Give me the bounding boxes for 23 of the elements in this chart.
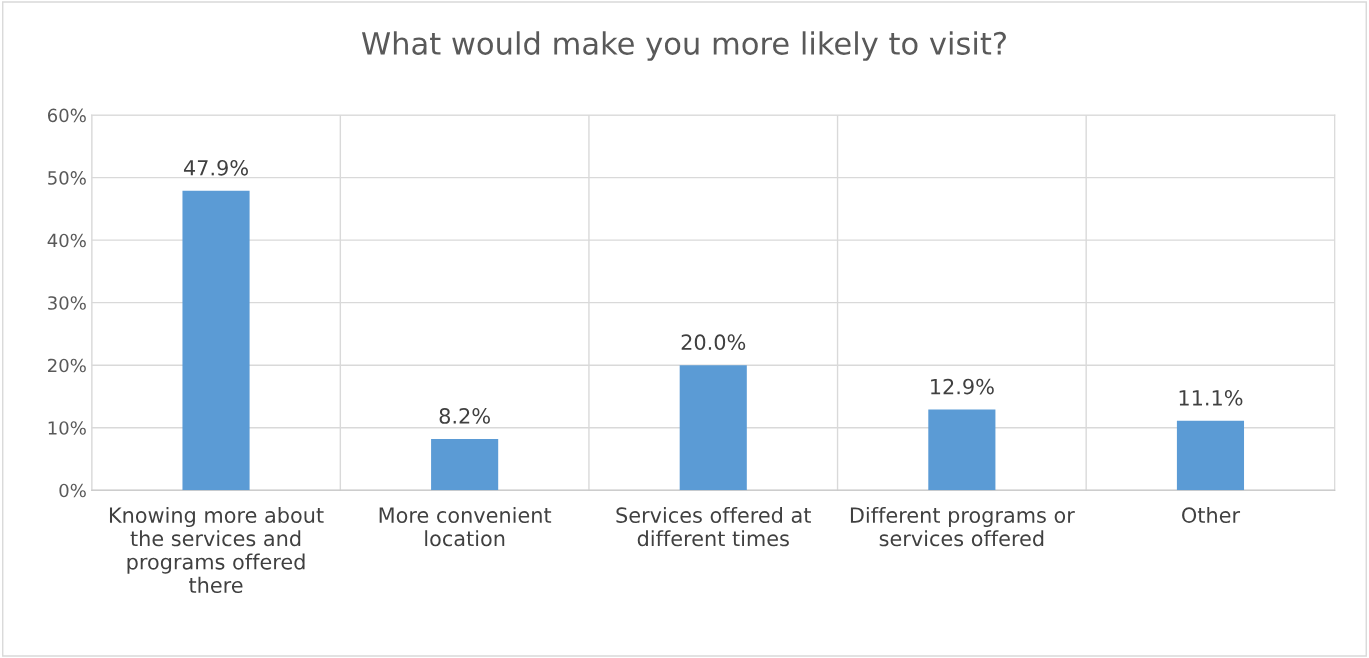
data-label: 8.2% bbox=[439, 408, 490, 424]
y-tick-label: 60% bbox=[47, 108, 86, 123]
chart-title: What would make you more likely to visit? bbox=[361, 31, 1006, 61]
x-tick-label: Services offered at different times bbox=[616, 506, 811, 547]
x-tick-label: Other bbox=[1182, 506, 1241, 523]
y-tick-label: 40% bbox=[47, 233, 86, 248]
x-tick-label: More convenient location bbox=[379, 506, 552, 547]
bar bbox=[928, 409, 996, 491]
bar bbox=[1176, 420, 1245, 491]
y-tick-label: 30% bbox=[48, 296, 86, 310]
bar bbox=[431, 438, 499, 491]
y-tick-label: 20% bbox=[48, 358, 86, 373]
y-tick-label: 10% bbox=[48, 421, 86, 435]
x-tick-label: Knowing more about the services and programs offered there bbox=[109, 506, 324, 593]
y-tick-label: 0% bbox=[59, 483, 86, 498]
data-label: 12.9% bbox=[931, 378, 994, 395]
bar bbox=[679, 365, 747, 491]
y-tick-label: 50% bbox=[48, 171, 86, 185]
x-tick-label: Different programs or services offered bbox=[850, 506, 1075, 547]
data-label: 47.9% bbox=[183, 159, 248, 176]
bar bbox=[182, 190, 250, 491]
data-label: 11.1% bbox=[1179, 389, 1243, 406]
data-label: 20.0% bbox=[681, 334, 746, 351]
